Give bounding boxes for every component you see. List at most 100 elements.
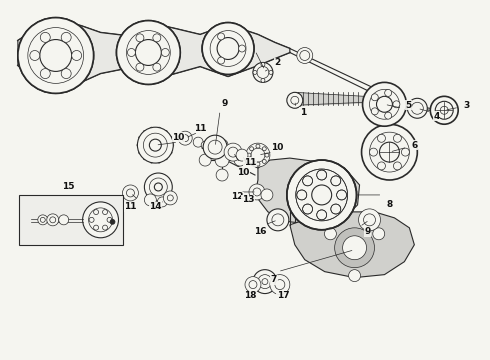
Circle shape (201, 141, 209, 149)
Text: 17: 17 (276, 291, 289, 300)
Circle shape (234, 154, 246, 166)
Circle shape (269, 71, 273, 75)
Circle shape (261, 62, 265, 67)
Circle shape (38, 215, 48, 225)
Circle shape (224, 143, 242, 161)
Circle shape (28, 28, 84, 84)
Ellipse shape (163, 156, 168, 160)
Circle shape (145, 173, 172, 201)
Circle shape (40, 32, 50, 42)
Circle shape (144, 133, 167, 157)
Circle shape (218, 33, 224, 40)
Circle shape (249, 184, 265, 200)
Text: 2: 2 (275, 58, 281, 67)
Circle shape (228, 147, 238, 157)
Circle shape (182, 135, 189, 141)
Circle shape (364, 214, 375, 226)
Text: 1: 1 (300, 108, 306, 117)
Polygon shape (18, 21, 290, 88)
Circle shape (40, 69, 50, 78)
Circle shape (94, 225, 98, 230)
Circle shape (215, 153, 229, 167)
Text: 6: 6 (411, 141, 417, 150)
Text: 13: 13 (242, 195, 254, 204)
Circle shape (253, 188, 261, 196)
Circle shape (239, 45, 245, 52)
Circle shape (137, 127, 173, 163)
Circle shape (89, 217, 94, 222)
Circle shape (47, 214, 59, 226)
Circle shape (262, 159, 266, 163)
Text: 14: 14 (149, 202, 162, 211)
Ellipse shape (139, 150, 144, 154)
Text: 9: 9 (222, 99, 228, 108)
Circle shape (363, 82, 406, 126)
Circle shape (18, 18, 94, 93)
Circle shape (249, 280, 257, 289)
Circle shape (362, 124, 417, 180)
Text: 11: 11 (124, 202, 137, 211)
Circle shape (401, 148, 409, 156)
Circle shape (376, 96, 392, 112)
Circle shape (253, 270, 277, 293)
Circle shape (297, 190, 307, 200)
Circle shape (369, 148, 377, 156)
Circle shape (136, 63, 144, 71)
Circle shape (272, 214, 284, 226)
Circle shape (72, 50, 82, 60)
Circle shape (153, 63, 161, 71)
Circle shape (126, 31, 171, 75)
Circle shape (193, 137, 203, 147)
Circle shape (258, 275, 272, 289)
Circle shape (373, 228, 385, 240)
Circle shape (262, 279, 268, 285)
Circle shape (30, 50, 40, 60)
Circle shape (359, 209, 380, 231)
Ellipse shape (144, 130, 147, 135)
Circle shape (236, 149, 248, 161)
Circle shape (149, 178, 167, 196)
Circle shape (385, 89, 392, 96)
Circle shape (102, 225, 107, 230)
Circle shape (267, 209, 289, 231)
Circle shape (89, 208, 113, 232)
Circle shape (246, 143, 270, 167)
Ellipse shape (150, 127, 153, 132)
Circle shape (163, 191, 177, 205)
Circle shape (270, 275, 290, 294)
Circle shape (218, 57, 224, 64)
Circle shape (218, 57, 224, 64)
Polygon shape (290, 212, 415, 278)
Circle shape (412, 102, 423, 114)
Text: 9: 9 (365, 227, 371, 236)
Circle shape (199, 154, 211, 166)
Text: 11: 11 (194, 124, 206, 133)
Circle shape (135, 40, 161, 66)
Ellipse shape (137, 143, 142, 147)
Circle shape (256, 162, 260, 166)
Circle shape (218, 33, 224, 40)
Circle shape (291, 96, 299, 104)
Circle shape (377, 162, 386, 170)
Circle shape (393, 101, 400, 108)
Circle shape (261, 189, 273, 201)
Circle shape (303, 204, 313, 214)
Circle shape (296, 169, 347, 221)
Circle shape (153, 63, 161, 71)
Circle shape (249, 147, 254, 151)
Circle shape (249, 159, 254, 163)
Circle shape (136, 34, 144, 42)
Circle shape (28, 28, 84, 84)
Ellipse shape (157, 127, 161, 132)
Circle shape (379, 142, 399, 162)
Circle shape (154, 183, 162, 191)
Text: 8: 8 (386, 201, 392, 210)
Ellipse shape (157, 158, 161, 163)
Circle shape (247, 153, 251, 157)
Ellipse shape (150, 158, 153, 163)
Ellipse shape (139, 136, 144, 140)
Circle shape (149, 139, 161, 151)
Circle shape (337, 190, 346, 200)
Text: 3: 3 (463, 101, 469, 110)
Circle shape (297, 48, 313, 63)
